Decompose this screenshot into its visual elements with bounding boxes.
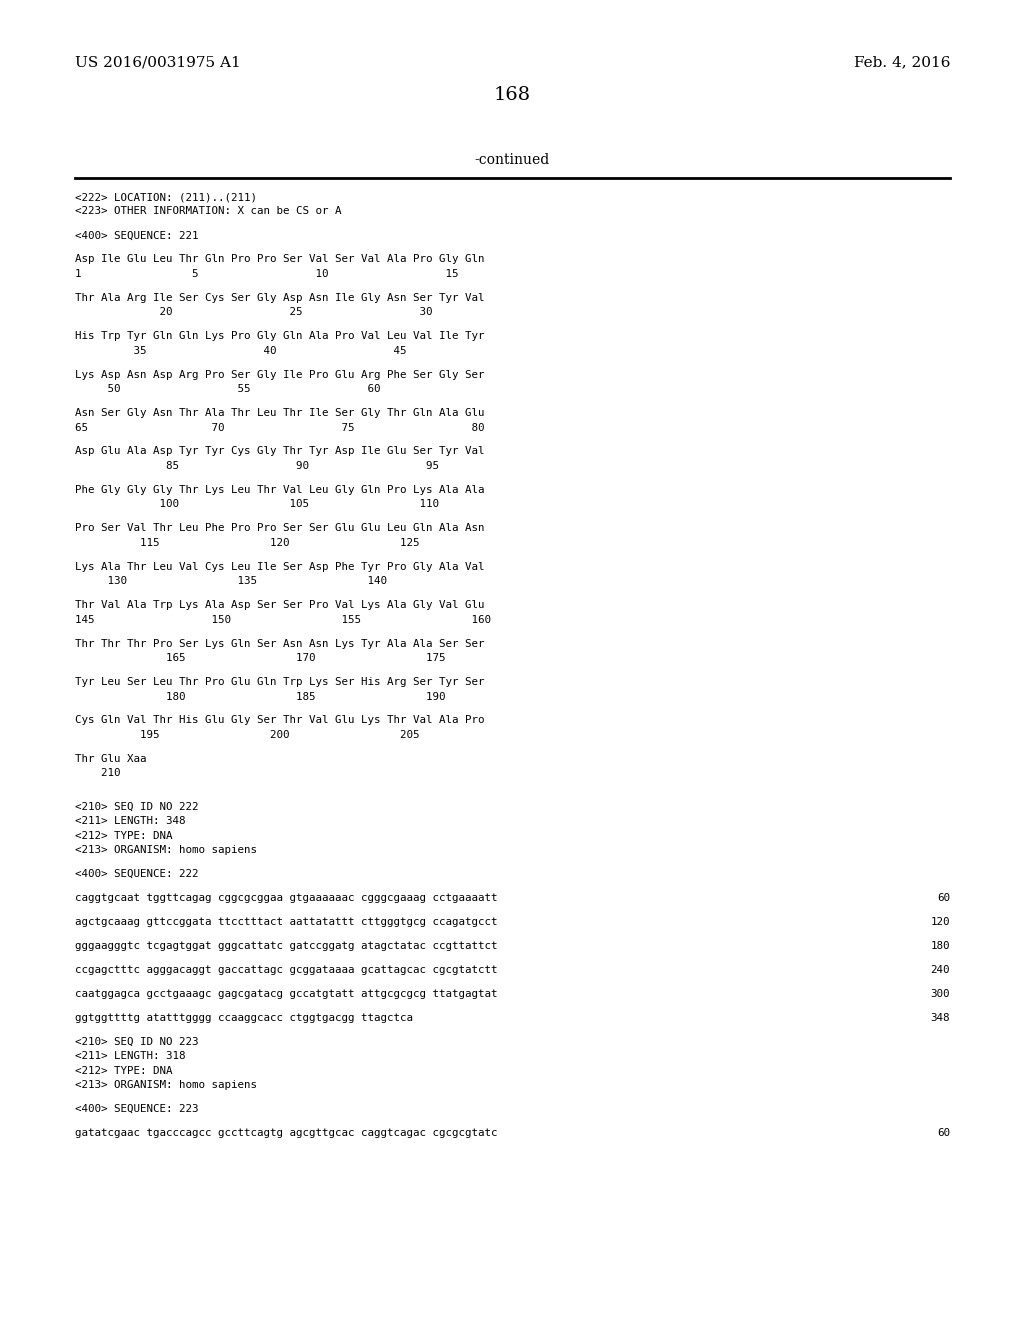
Text: ggtggttttg atatttgggg ccaaggcacc ctggtgacgg ttagctca: ggtggttttg atatttgggg ccaaggcacc ctggtga… xyxy=(75,1012,413,1023)
Text: <400> SEQUENCE: 223: <400> SEQUENCE: 223 xyxy=(75,1104,199,1114)
Text: 1                 5                  10                  15: 1 5 10 15 xyxy=(75,269,459,279)
Text: <400> SEQUENCE: 222: <400> SEQUENCE: 222 xyxy=(75,869,199,879)
Text: 145                  150                 155                 160: 145 150 155 160 xyxy=(75,615,490,624)
Text: Pro Ser Val Thr Leu Phe Pro Pro Ser Ser Glu Glu Leu Gln Ala Asn: Pro Ser Val Thr Leu Phe Pro Pro Ser Ser … xyxy=(75,523,484,533)
Text: Asp Glu Ala Asp Tyr Tyr Cys Gly Thr Tyr Asp Ile Glu Ser Tyr Val: Asp Glu Ala Asp Tyr Tyr Cys Gly Thr Tyr … xyxy=(75,446,484,457)
Text: <211> LENGTH: 318: <211> LENGTH: 318 xyxy=(75,1051,185,1061)
Text: gatatcgaac tgacccagcc gccttcagtg agcgttgcac caggtcagac cgcgcgtatc: gatatcgaac tgacccagcc gccttcagtg agcgttg… xyxy=(75,1129,498,1138)
Text: Feb. 4, 2016: Feb. 4, 2016 xyxy=(853,55,950,69)
Text: 210: 210 xyxy=(75,768,121,779)
Text: 60: 60 xyxy=(937,894,950,903)
Text: Thr Glu Xaa: Thr Glu Xaa xyxy=(75,754,146,764)
Text: <210> SEQ ID NO 223: <210> SEQ ID NO 223 xyxy=(75,1036,199,1047)
Text: Asn Ser Gly Asn Thr Ala Thr Leu Thr Ile Ser Gly Thr Gln Ala Glu: Asn Ser Gly Asn Thr Ala Thr Leu Thr Ile … xyxy=(75,408,484,418)
Text: <211> LENGTH: 348: <211> LENGTH: 348 xyxy=(75,816,185,826)
Text: agctgcaaag gttccggata ttcctttact aattatattt cttgggtgcg ccagatgcct: agctgcaaag gttccggata ttcctttact aattata… xyxy=(75,917,498,927)
Text: 85                  90                  95: 85 90 95 xyxy=(75,461,439,471)
Text: Tyr Leu Ser Leu Thr Pro Glu Gln Trp Lys Ser His Arg Ser Tyr Ser: Tyr Leu Ser Leu Thr Pro Glu Gln Trp Lys … xyxy=(75,677,484,686)
Text: Thr Ala Arg Ile Ser Cys Ser Gly Asp Asn Ile Gly Asn Ser Tyr Val: Thr Ala Arg Ile Ser Cys Ser Gly Asp Asn … xyxy=(75,293,484,302)
Text: 348: 348 xyxy=(931,1012,950,1023)
Text: Thr Thr Thr Pro Ser Lys Gln Ser Asn Asn Lys Tyr Ala Ala Ser Ser: Thr Thr Thr Pro Ser Lys Gln Ser Asn Asn … xyxy=(75,639,484,648)
Text: Phe Gly Gly Gly Thr Lys Leu Thr Val Leu Gly Gln Pro Lys Ala Ala: Phe Gly Gly Gly Thr Lys Leu Thr Val Leu … xyxy=(75,484,484,495)
Text: ccgagctttc agggacaggt gaccattagc gcggataaaa gcattagcac cgcgtatctt: ccgagctttc agggacaggt gaccattagc gcggata… xyxy=(75,965,498,975)
Text: 165                 170                 175: 165 170 175 xyxy=(75,653,445,663)
Text: 100                 105                 110: 100 105 110 xyxy=(75,499,439,510)
Text: <222> LOCATION: (211)..(211): <222> LOCATION: (211)..(211) xyxy=(75,191,257,202)
Text: 180                 185                 190: 180 185 190 xyxy=(75,692,445,701)
Text: US 2016/0031975 A1: US 2016/0031975 A1 xyxy=(75,55,241,69)
Text: Lys Asp Asn Asp Arg Pro Ser Gly Ile Pro Glu Arg Phe Ser Gly Ser: Lys Asp Asn Asp Arg Pro Ser Gly Ile Pro … xyxy=(75,370,484,380)
Text: caatggagca gcctgaaagc gagcgatacg gccatgtatt attgcgcgcg ttatgagtat: caatggagca gcctgaaagc gagcgatacg gccatgt… xyxy=(75,989,498,999)
Text: <212> TYPE: DNA: <212> TYPE: DNA xyxy=(75,1065,172,1076)
Text: <400> SEQUENCE: 221: <400> SEQUENCE: 221 xyxy=(75,231,199,240)
Text: Thr Val Ala Trp Lys Ala Asp Ser Ser Pro Val Lys Ala Gly Val Glu: Thr Val Ala Trp Lys Ala Asp Ser Ser Pro … xyxy=(75,601,484,610)
Text: <210> SEQ ID NO 222: <210> SEQ ID NO 222 xyxy=(75,801,199,812)
Text: Cys Gln Val Thr His Glu Gly Ser Thr Val Glu Lys Thr Val Ala Pro: Cys Gln Val Thr His Glu Gly Ser Thr Val … xyxy=(75,715,484,726)
Text: Asp Ile Glu Leu Thr Gln Pro Pro Ser Val Ser Val Ala Pro Gly Gln: Asp Ile Glu Leu Thr Gln Pro Pro Ser Val … xyxy=(75,255,484,264)
Text: His Trp Tyr Gln Gln Lys Pro Gly Gln Ala Pro Val Leu Val Ile Tyr: His Trp Tyr Gln Gln Lys Pro Gly Gln Ala … xyxy=(75,331,484,341)
Text: 35                  40                  45: 35 40 45 xyxy=(75,346,407,355)
Text: 195                 200                 205: 195 200 205 xyxy=(75,730,420,741)
Text: <213> ORGANISM: homo sapiens: <213> ORGANISM: homo sapiens xyxy=(75,1080,257,1090)
Text: 168: 168 xyxy=(494,86,530,104)
Text: 50                  55                  60: 50 55 60 xyxy=(75,384,381,395)
Text: Lys Ala Thr Leu Val Cys Leu Ile Ser Asp Phe Tyr Pro Gly Ala Val: Lys Ala Thr Leu Val Cys Leu Ile Ser Asp … xyxy=(75,562,484,572)
Text: 20                  25                  30: 20 25 30 xyxy=(75,308,432,317)
Text: gggaagggtc tcgagtggat gggcattatc gatccggatg atagctatac ccgttattct: gggaagggtc tcgagtggat gggcattatc gatccgg… xyxy=(75,941,498,950)
Text: 130                 135                 140: 130 135 140 xyxy=(75,577,387,586)
Text: 120: 120 xyxy=(931,917,950,927)
Text: caggtgcaat tggttcagag cggcgcggaa gtgaaaaaac cgggcgaaag cctgaaaatt: caggtgcaat tggttcagag cggcgcggaa gtgaaaa… xyxy=(75,894,498,903)
Text: 65                   70                  75                  80: 65 70 75 80 xyxy=(75,422,484,433)
Text: 60: 60 xyxy=(937,1129,950,1138)
Text: <223> OTHER INFORMATION: X can be CS or A: <223> OTHER INFORMATION: X can be CS or … xyxy=(75,206,341,216)
Text: 240: 240 xyxy=(931,965,950,975)
Text: 300: 300 xyxy=(931,989,950,999)
Text: 180: 180 xyxy=(931,941,950,950)
Text: <212> TYPE: DNA: <212> TYPE: DNA xyxy=(75,830,172,841)
Text: 115                 120                 125: 115 120 125 xyxy=(75,537,420,548)
Text: <213> ORGANISM: homo sapiens: <213> ORGANISM: homo sapiens xyxy=(75,845,257,855)
Text: -continued: -continued xyxy=(474,153,550,168)
